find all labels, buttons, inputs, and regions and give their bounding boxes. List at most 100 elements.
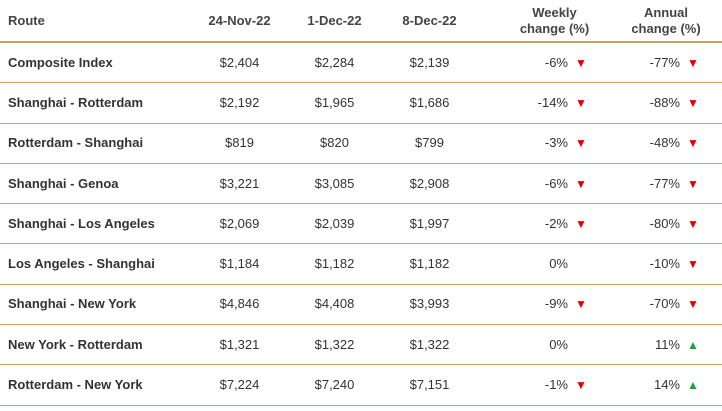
weekly-change: 0%▼ xyxy=(477,337,602,353)
weekly-change-value: -9% xyxy=(544,296,568,312)
rate-24-nov: $2,192 xyxy=(219,94,260,110)
rate-24-nov: $4,846 xyxy=(219,296,260,312)
table-row: Shanghai - Rotterdam $2,192 $1,965 $1,686 -1… xyxy=(0,83,722,124)
route-name: Rotterdam - New York xyxy=(8,377,143,393)
rate-24-nov: $7,224 xyxy=(219,377,260,393)
weekly-change-value: -3% xyxy=(544,135,568,151)
triangle-down-icon: ▼ xyxy=(575,378,587,393)
annual-change: 11% ▲ xyxy=(602,337,722,353)
table-body: Composite Index $2,404 $2,284 $2,139 -6% ▼ -77… xyxy=(0,43,722,406)
annual-change-value: 11% xyxy=(654,336,680,352)
weekly-change: -14% ▼ xyxy=(477,95,602,111)
rate-8-dec: $7,151 xyxy=(409,377,450,393)
rate-8-dec: $1,686 xyxy=(409,94,450,110)
rate-8-dec: $3,993 xyxy=(409,296,450,312)
rate-1-dec: $2,284 xyxy=(314,54,355,70)
weekly-change-value: -2% xyxy=(544,215,568,231)
triangle-down-icon: ▼ xyxy=(687,297,699,312)
annual-change: -80% ▼ xyxy=(602,216,722,232)
route-name: Shanghai - Los Angeles xyxy=(8,215,155,231)
rate-1-dec: $820 xyxy=(320,135,349,151)
table-row: Shanghai - New York $4,846 $4,408 $3,993 -9%… xyxy=(0,285,722,326)
rate-1-dec: $3,085 xyxy=(314,175,355,191)
weekly-change: -1% ▼ xyxy=(477,377,602,393)
annual-change: -88% ▼ xyxy=(602,95,722,111)
triangle-down-icon: ▼ xyxy=(575,297,587,312)
annual-change-value: 14% xyxy=(653,377,680,393)
weekly-change: -6% ▼ xyxy=(477,176,602,192)
weekly-change-value: -14% xyxy=(537,94,568,110)
rate-1-dec: $1,182 xyxy=(314,256,355,272)
table-row: Composite Index $2,404 $2,284 $2,139 -6% ▼ -77… xyxy=(0,43,722,84)
header-weekly-line2: change (%) xyxy=(519,20,590,36)
rate-1-dec: $1,322 xyxy=(314,336,355,352)
header-weekly-change: Weekly change (%) xyxy=(477,5,602,37)
rate-8-dec: $1,182 xyxy=(409,256,450,272)
header-annual-line2: change (%) xyxy=(631,20,701,36)
table-row: Rotterdam - Shanghai $819 $820 $799 -3% ▼ -48%… xyxy=(0,124,722,164)
table-header: Route 24-Nov-22 1-Dec-22 8-Dec-22 Weekly… xyxy=(0,0,722,43)
triangle-down-icon: ▼ xyxy=(575,176,587,191)
route-name: Shanghai - New York xyxy=(8,296,137,312)
header-date-2: 1-Dec-22 xyxy=(307,12,362,28)
triangle-up-icon: ▲ xyxy=(687,378,699,393)
weekly-change-value: -6% xyxy=(544,175,568,191)
annual-change: -10% ▼ xyxy=(602,256,722,272)
table-row: Los Angeles - Shanghai $1,184 $1,182 $1,182… xyxy=(0,244,722,285)
weekly-change-value: 0% xyxy=(549,336,568,352)
rate-24-nov: $819 xyxy=(225,135,254,151)
weekly-change-value: -6% xyxy=(544,54,568,70)
rate-8-dec: $2,139 xyxy=(409,54,450,70)
header-weekly-line1: Weekly xyxy=(532,4,577,20)
annual-change-value: -77% xyxy=(649,54,680,70)
triangle-down-icon: ▼ xyxy=(575,136,587,151)
annual-change: -70% ▼ xyxy=(602,296,722,312)
rate-24-nov: $1,321 xyxy=(219,336,260,352)
weekly-change-value: -1% xyxy=(544,377,568,393)
annual-change-value: -48% xyxy=(649,135,680,151)
triangle-down-icon: ▼ xyxy=(687,216,699,231)
rate-1-dec: $2,039 xyxy=(314,215,355,231)
weekly-change: -2% ▼ xyxy=(477,216,602,232)
rate-1-dec: $4,408 xyxy=(314,296,355,312)
triangle-down-icon: ▼ xyxy=(687,55,699,70)
table-row: Shanghai - Los Angeles $2,069 $2,039 $1,997… xyxy=(0,204,722,245)
rate-8-dec: $2,908 xyxy=(409,175,450,191)
annual-change: -77% ▼ xyxy=(602,176,722,192)
table-row: Rotterdam - New York $7,224 $7,240 $7,151 -1… xyxy=(0,365,722,406)
annual-change: 14% ▲ xyxy=(602,377,722,393)
route-name: Shanghai - Rotterdam xyxy=(8,94,144,110)
rate-1-dec: $7,240 xyxy=(314,377,355,393)
weekly-change: 0%▼ xyxy=(477,256,602,272)
rate-24-nov: $1,184 xyxy=(219,256,260,272)
header-date-3: 8-Dec-22 xyxy=(402,12,457,28)
rate-8-dec: $1,997 xyxy=(409,215,450,231)
rate-24-nov: $2,404 xyxy=(219,54,260,70)
triangle-down-icon: ▼ xyxy=(687,176,699,191)
route-name: New York - Rotterdam xyxy=(8,336,143,352)
weekly-change: -3% ▼ xyxy=(477,135,602,151)
triangle-down-icon: ▼ xyxy=(687,95,699,110)
rate-1-dec: $1,965 xyxy=(314,94,355,110)
header-annual-line1: Annual xyxy=(643,4,689,20)
triangle-up-icon: ▲ xyxy=(687,337,699,352)
rate-8-dec: $1,322 xyxy=(409,336,450,352)
annual-change: -48% ▼ xyxy=(602,135,722,151)
weekly-change: -9% ▼ xyxy=(477,296,602,312)
triangle-down-icon: ▼ xyxy=(575,55,587,70)
annual-change-value: -88% xyxy=(649,94,680,110)
rate-8-dec: $799 xyxy=(415,135,444,151)
triangle-down-icon: ▼ xyxy=(687,136,699,151)
annual-change-value: -70% xyxy=(649,296,680,312)
annual-change-value: -77% xyxy=(649,175,680,191)
weekly-change: -6% ▼ xyxy=(477,55,602,71)
route-name: Rotterdam - Shanghai xyxy=(8,135,144,151)
annual-change-value: -80% xyxy=(649,215,680,231)
triangle-down-icon: ▼ xyxy=(575,95,587,110)
weekly-change-value: 0% xyxy=(549,256,568,272)
table-row: New York - Rotterdam $1,321 $1,322 $1,322 0%… xyxy=(0,325,722,366)
annual-change-value: -10% xyxy=(649,256,680,272)
route-name: Composite Index xyxy=(8,54,113,70)
header-date-1: 24-Nov-22 xyxy=(208,12,271,28)
